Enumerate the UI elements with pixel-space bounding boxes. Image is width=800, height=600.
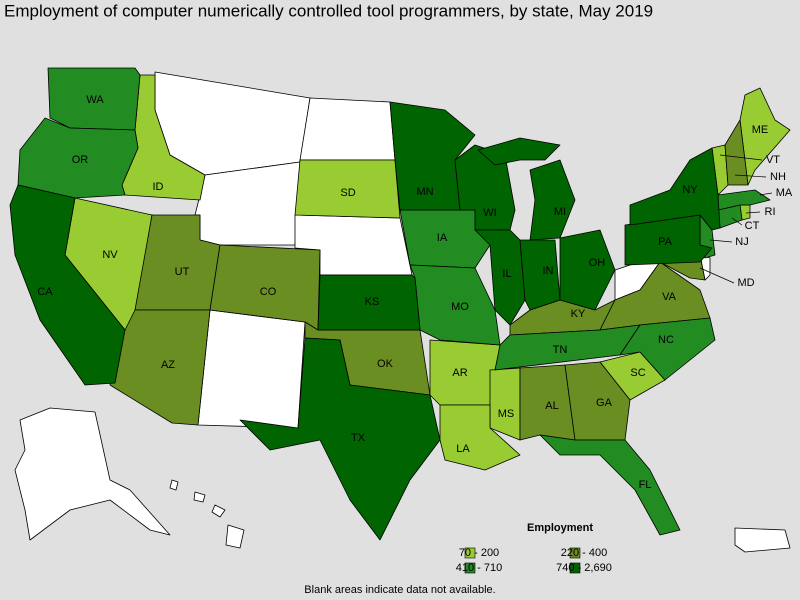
legend-label: 740 - 2,690 — [556, 562, 612, 574]
state-label: OH — [589, 257, 606, 269]
footnote: Blank areas indicate data not available. — [304, 584, 495, 596]
state-label: MS — [498, 408, 515, 420]
state-shape — [519, 239, 561, 311]
state-shape — [489, 367, 521, 441]
state-label: AL — [545, 400, 558, 412]
legend-swatch — [464, 562, 476, 574]
legend: Employment 70 - 200 220 - 400 410 - 710 740… — [456, 522, 612, 574]
state-label: WI — [483, 207, 496, 219]
legend-swatch — [464, 547, 476, 559]
state-label: NV — [102, 249, 118, 261]
state-shape — [294, 159, 401, 219]
state-label: LA — [456, 443, 470, 455]
legend-label: 70 - 200 — [459, 547, 499, 559]
leader-lines — [699, 154, 773, 284]
state-shape — [197, 309, 306, 429]
state-shape — [724, 119, 749, 186]
state-label: SD — [340, 187, 355, 199]
state-shape — [629, 147, 721, 231]
state-label: OK — [377, 358, 394, 370]
state-shape — [17, 117, 139, 199]
state-label: WA — [86, 94, 104, 106]
state-label: IN — [543, 265, 554, 277]
state-shape — [194, 161, 301, 246]
legend-swatch — [569, 547, 581, 559]
state-label: RI — [765, 206, 776, 218]
state-label: NY — [682, 184, 698, 196]
state-label: KS — [365, 296, 380, 308]
state-shape — [299, 97, 396, 161]
state-label: KY — [571, 308, 586, 320]
state-label: MO — [451, 301, 469, 313]
legend-label: 220 - 400 — [561, 547, 607, 559]
state-label: TX — [351, 432, 366, 444]
state-shape — [14, 407, 171, 541]
state-shape — [169, 479, 179, 491]
state-shape — [477, 137, 561, 166]
states — [9, 67, 791, 541]
state-label: AR — [452, 367, 467, 379]
state-label: NH — [770, 171, 786, 183]
state-label: MA — [776, 187, 793, 199]
state-label: VT — [766, 154, 780, 166]
state-label: CA — [37, 286, 53, 298]
legend-label: 410 - 710 — [456, 562, 502, 574]
state-shape — [9, 184, 126, 386]
state-label: AZ — [161, 359, 175, 371]
state-shape — [529, 159, 576, 241]
state-shape — [619, 317, 716, 381]
state-shape — [539, 434, 681, 536]
state-label: GA — [596, 397, 613, 409]
state-shape — [474, 229, 526, 326]
state-label: IA — [437, 232, 448, 244]
legend-title: Employment — [527, 522, 593, 534]
state-shape — [734, 527, 791, 553]
state-label: VA — [662, 291, 677, 303]
state-label: ID — [153, 181, 164, 193]
state-label: FL — [639, 479, 652, 491]
state-label: ME — [752, 124, 769, 136]
state-shape — [317, 274, 421, 331]
state-label: MI — [554, 206, 566, 218]
state-label: MD — [737, 277, 754, 289]
state-shape — [559, 229, 616, 311]
state-label: NJ — [735, 236, 748, 248]
state-label: CT — [745, 220, 760, 232]
state-label: IL — [502, 268, 511, 280]
state-label: UT — [175, 266, 190, 278]
state-shape — [239, 337, 441, 541]
legend-swatch — [569, 562, 581, 574]
state-label: TN — [553, 344, 568, 356]
state-shape — [225, 524, 245, 549]
title: Employment of computer numerically contr… — [4, 1, 653, 20]
state-shape — [564, 361, 631, 441]
state-label: NC — [658, 334, 674, 346]
state-labels: ID NV SD AR MS LA SC ME VT RI UT CO AZ O… — [37, 94, 793, 491]
state-label: SC — [630, 367, 645, 379]
state-label: MN — [416, 186, 433, 198]
state-label: PA — [658, 236, 673, 248]
state-shape — [739, 87, 791, 186]
state-shape — [193, 491, 206, 503]
state-shape — [439, 404, 521, 471]
state-label: OR — [72, 154, 89, 166]
state-label: CO — [260, 286, 277, 298]
state-shape — [211, 504, 226, 518]
